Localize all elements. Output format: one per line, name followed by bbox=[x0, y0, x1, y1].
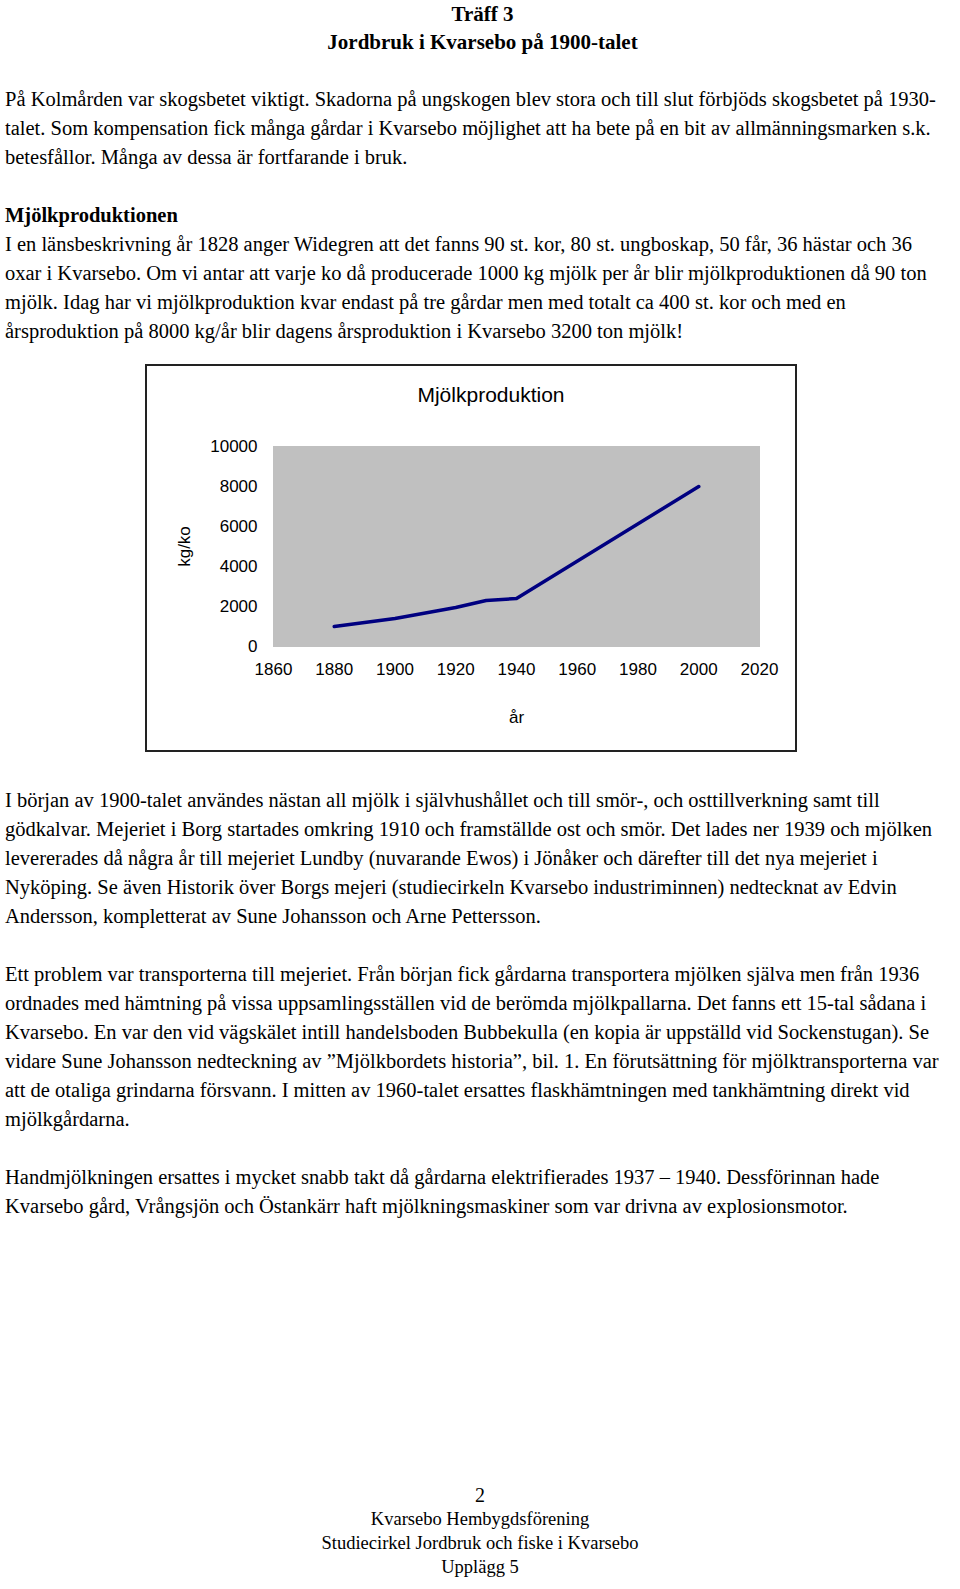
svg-text:1880: 1880 bbox=[315, 660, 353, 679]
svg-text:2000: 2000 bbox=[680, 660, 718, 679]
html-text:I en länsbeskrivning år 1828 a: I en länsbeskrivning år 1828 anger Wideg… bbox=[5, 233, 927, 342]
html-text:Mjölkproduktionen: Mjölkproduktionen bbox=[5, 204, 178, 226]
svg-text:1960: 1960 bbox=[558, 660, 596, 679]
svg-text:2020: 2020 bbox=[741, 660, 779, 679]
html-text:Jordbruk i Kvarsebo på 1900-ta: Jordbruk i Kvarsebo på 1900-talet bbox=[327, 30, 638, 54]
svg-text:1980: 1980 bbox=[619, 660, 657, 679]
svg-text:1860: 1860 bbox=[255, 660, 293, 679]
svg-text:6000: 6000 bbox=[220, 517, 258, 536]
svg-text:4000: 4000 bbox=[220, 557, 258, 576]
html-text:Kvarsebo Hembygdsförening: Kvarsebo Hembygdsförening bbox=[370, 1509, 590, 1529]
svg-text:8000: 8000 bbox=[220, 477, 258, 496]
svg-text:1920: 1920 bbox=[437, 660, 475, 679]
svg-text:1900: 1900 bbox=[376, 660, 414, 679]
svg-text:1940: 1940 bbox=[498, 660, 536, 679]
html-text:Upplägg 5: Upplägg 5 bbox=[441, 1557, 519, 1577]
html-text:På Kolmården var skogsbetet vi: På Kolmården var skogsbetet viktigt. Ska… bbox=[5, 88, 936, 168]
svg-text:år: år bbox=[509, 708, 524, 727]
svg-text:2000: 2000 bbox=[220, 597, 258, 616]
svg-text:10000: 10000 bbox=[210, 437, 257, 456]
html-text:Studiecirkel Jordbruk och fisk: Studiecirkel Jordbruk och fiske i Kvarse… bbox=[321, 1533, 639, 1553]
html-text:Träff 3: Träff 3 bbox=[451, 2, 514, 26]
html-text:2: 2 bbox=[475, 1484, 485, 1506]
html-text:Handmjölkningen ersattes i myc: Handmjölkningen ersattes i mycket snabb … bbox=[5, 1166, 880, 1217]
html-text:Ett problem var transporterna: Ett problem var transporterna till mejer… bbox=[5, 963, 939, 1130]
html-text:Mjölkproduktion: Mjölkproduktion bbox=[417, 383, 565, 406]
svg-text:0: 0 bbox=[248, 637, 257, 656]
html-text:I början av 1900-talet använde: I början av 1900-talet användes nästan a… bbox=[5, 789, 932, 927]
svg-text:kg/ko: kg/ko bbox=[175, 526, 194, 567]
